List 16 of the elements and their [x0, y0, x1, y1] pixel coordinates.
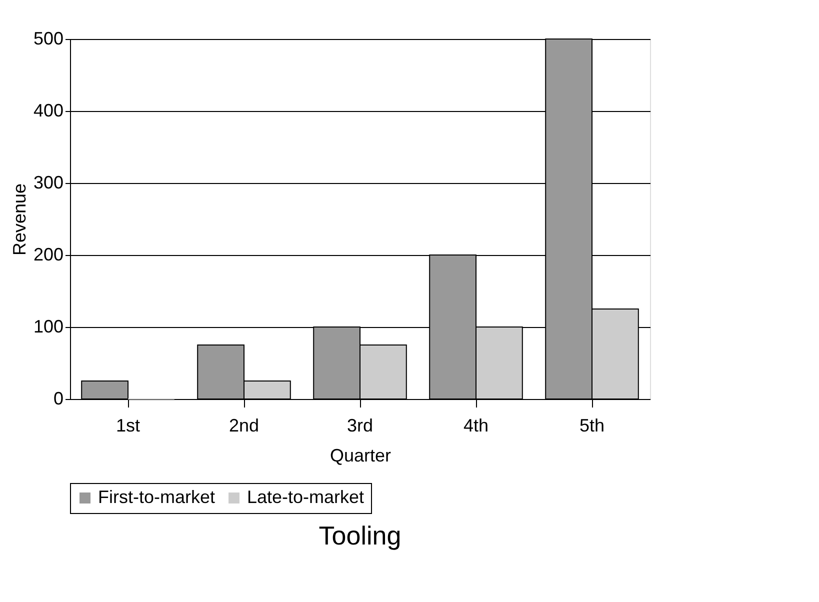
x-tick-label: 1st — [116, 416, 140, 436]
x-tick-label: 5th — [579, 416, 605, 436]
y-tick-label: 500 — [33, 28, 64, 48]
y-axis-title: Revenue — [9, 183, 30, 256]
legend-label: Late-to-market — [247, 487, 364, 507]
y-tick-label: 0 — [53, 388, 64, 408]
x-tick-label: 4th — [463, 416, 489, 436]
y-tick-label: 300 — [33, 172, 64, 192]
x-axis-title: Quarter — [330, 446, 392, 466]
y-tick-label: 400 — [33, 100, 64, 120]
x-tick-label: 3rd — [346, 416, 374, 436]
x-tick-label: 2nd — [228, 416, 260, 436]
y-tick-label: 200 — [33, 244, 64, 264]
y-tick-label: 100 — [33, 316, 64, 336]
legend-label: First-to-market — [98, 487, 215, 507]
text: Tooling — [318, 520, 402, 550]
